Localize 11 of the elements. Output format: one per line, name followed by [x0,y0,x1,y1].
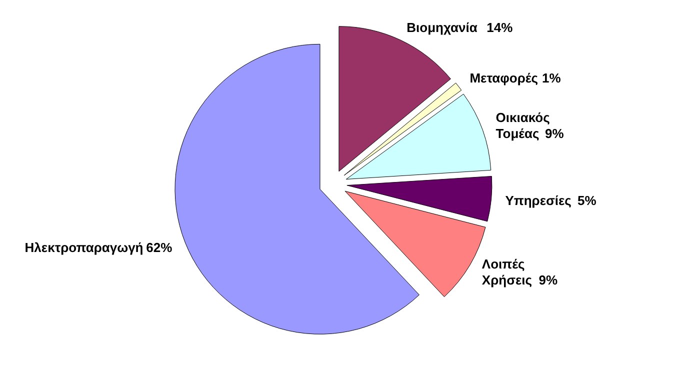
slice-label: Υπηρεσίες [505,192,572,208]
slice-label: Μεταφορές [470,70,538,86]
slice-label: Λοιπές Χρήσεις [482,256,532,288]
data-label: 9% [544,126,564,141]
slice-label: Ηλεκτροπαραγωγή [24,240,144,256]
data-label: 5% [578,192,597,208]
data-label: 62% [146,240,173,256]
slice-label: Βιομηχανία [406,20,478,35]
data-label: 9% [538,272,558,288]
data-label: 1% [542,70,562,86]
data-label: 14% [486,20,514,35]
